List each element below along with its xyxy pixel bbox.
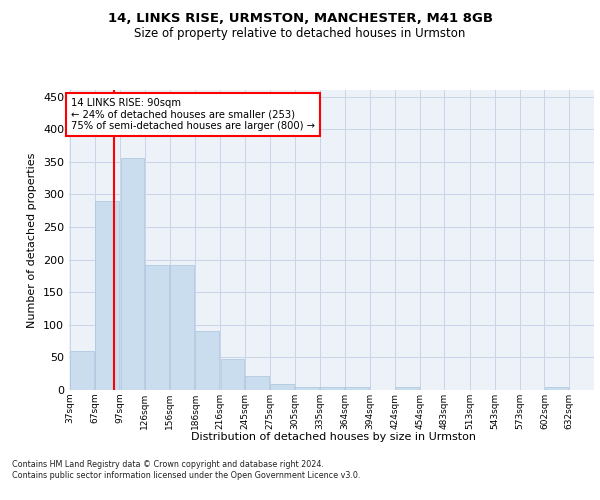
Bar [221,360,244,390]
Bar [320,388,344,390]
Text: 14 LINKS RISE: 90sqm
← 24% of detached houses are smaller (253)
75% of semi-deta: 14 LINKS RISE: 90sqm ← 24% of detached h… [71,98,314,131]
Text: 14, LINKS RISE, URMSTON, MANCHESTER, M41 8GB: 14, LINKS RISE, URMSTON, MANCHESTER, M41… [107,12,493,26]
Text: Distribution of detached houses by size in Urmston: Distribution of detached houses by size … [191,432,476,442]
Bar [95,201,119,390]
Text: Contains HM Land Registry data © Crown copyright and database right 2024.: Contains HM Land Registry data © Crown c… [12,460,324,469]
Bar [121,158,144,390]
Text: Size of property relative to detached houses in Urmston: Size of property relative to detached ho… [134,28,466,40]
Bar [345,388,368,390]
Bar [395,388,419,390]
Y-axis label: Number of detached properties: Number of detached properties [28,152,37,328]
Text: Contains public sector information licensed under the Open Government Licence v3: Contains public sector information licen… [12,471,361,480]
Bar [245,376,269,390]
Bar [196,332,219,390]
Bar [545,388,568,390]
Bar [70,351,94,390]
Bar [295,386,319,390]
Bar [145,265,169,390]
Bar [170,266,194,390]
Bar [270,384,294,390]
